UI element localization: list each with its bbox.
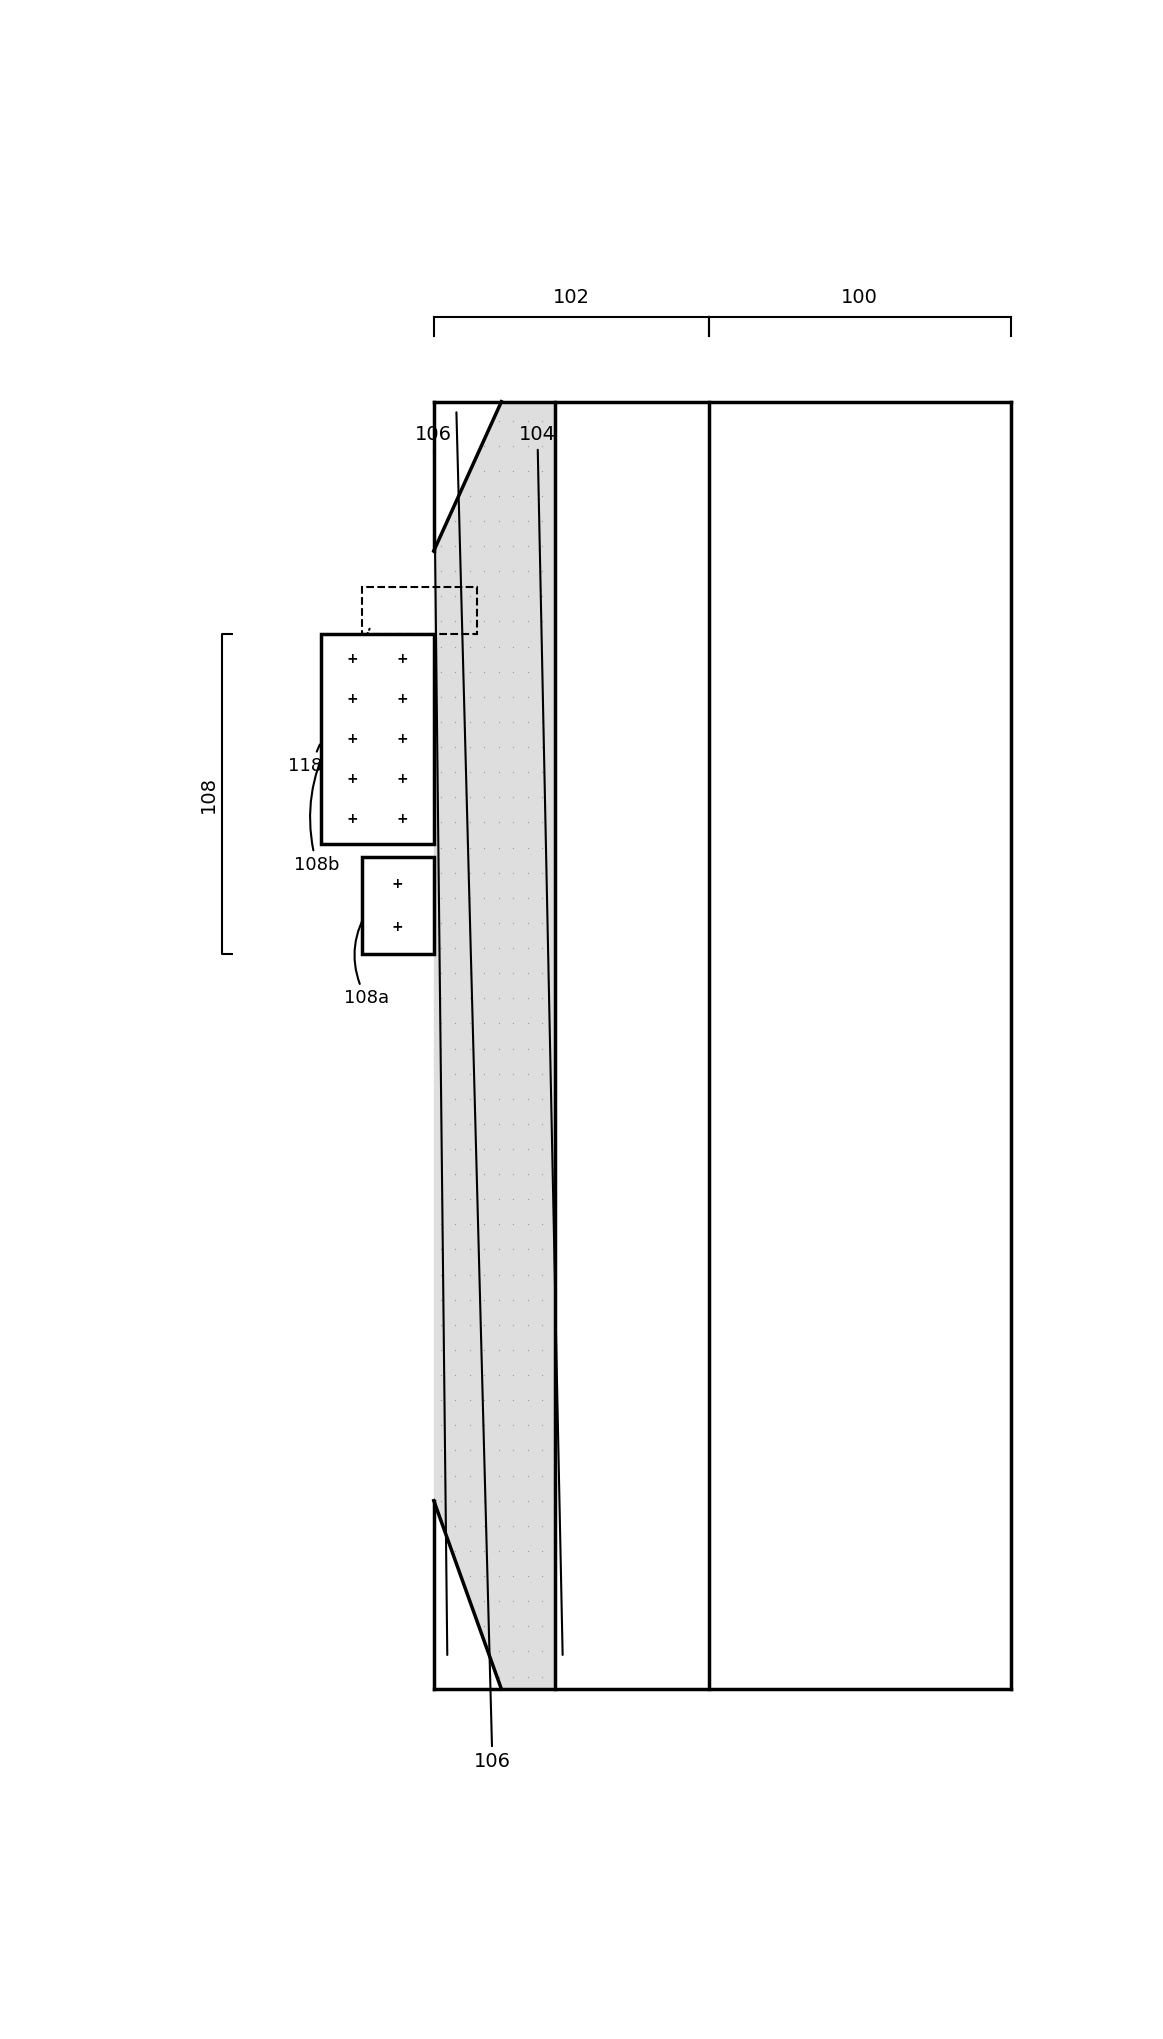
Text: 108a: 108a (344, 907, 388, 1007)
Text: +: + (347, 812, 358, 826)
Text: 118p: 118p (287, 628, 370, 775)
Text: +: + (347, 693, 358, 705)
Text: 106: 106 (415, 426, 452, 1656)
Text: +: + (397, 693, 408, 705)
Bar (321, 634, 434, 844)
Bar (362, 856, 434, 954)
Text: +: + (397, 652, 408, 667)
Bar (362, 587, 477, 634)
Text: 106: 106 (456, 412, 511, 1770)
Text: 102: 102 (552, 287, 590, 308)
Text: +: + (347, 773, 358, 787)
Text: 108b: 108b (294, 742, 340, 875)
Text: +: + (392, 920, 404, 934)
Text: +: + (347, 652, 358, 667)
Text: +: + (397, 773, 408, 787)
Text: 104: 104 (519, 426, 563, 1656)
Text: +: + (397, 732, 408, 746)
Text: +: + (397, 812, 408, 826)
Text: +: + (392, 877, 404, 891)
Text: +: + (347, 732, 358, 746)
Polygon shape (434, 402, 556, 1688)
Text: 100: 100 (841, 287, 878, 308)
Text: 108: 108 (199, 775, 217, 814)
